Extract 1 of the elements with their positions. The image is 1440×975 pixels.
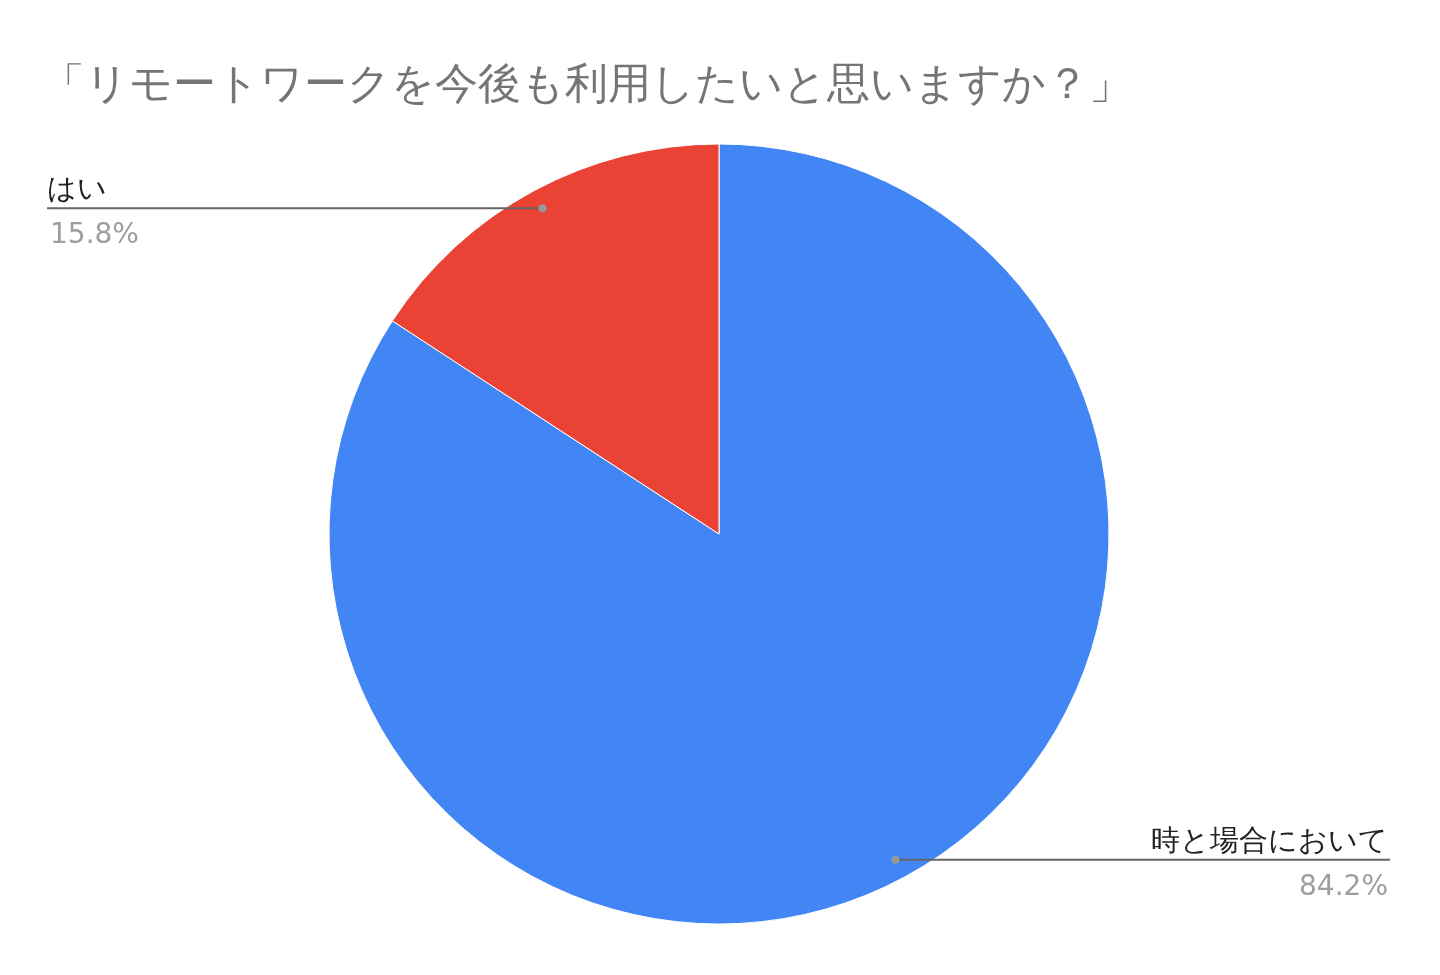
title: 「リモートワークを今後も利用したいと思いますか？」 bbox=[42, 58, 1132, 108]
